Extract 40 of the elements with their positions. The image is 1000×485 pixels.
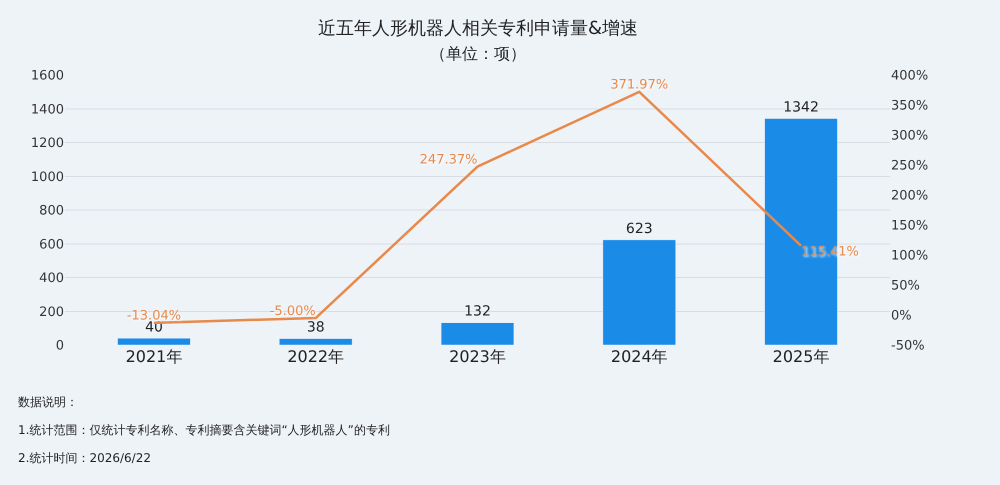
y-tick-label: 1400: [30, 102, 64, 118]
y2-tick-label: 250%: [891, 158, 928, 174]
text: 2.统计时间：2026/6/22: [18, 451, 151, 465]
data-label: 623: [626, 220, 653, 237]
y-tick-label: 600: [39, 237, 64, 252]
data-label: 371.97%: [610, 78, 668, 93]
y2-tick-label: 300%: [891, 128, 928, 144]
text: 1.统计范围：仅统计专利名称、专利摘要含关键词“人形机器人”的专利: [18, 423, 390, 437]
bar: [602, 240, 676, 345]
y-tick-label: 1200: [30, 136, 64, 152]
bar: [440, 322, 514, 345]
y-tick-label: 1000: [30, 170, 64, 185]
bar: [279, 338, 352, 345]
y-tick-label: 800: [39, 204, 64, 219]
y2-tick-label: 100%: [891, 248, 928, 264]
y2-tick-label: 400%: [891, 68, 928, 84]
y2-tick-label: -50%: [891, 338, 925, 354]
x-tick-label: 2021年: [126, 347, 182, 366]
data-label: 247.37%: [420, 152, 478, 168]
bar: [117, 338, 191, 345]
data-label: 132: [464, 304, 491, 320]
y-tick-label: 0: [56, 338, 64, 354]
y2-tick-label: 50%: [891, 278, 920, 294]
y2-tick-label: 350%: [891, 98, 928, 114]
y-tick-label: 200: [39, 304, 64, 320]
y2-tick-label: 200%: [891, 188, 928, 204]
x-tick-label: 2022年: [287, 347, 344, 366]
y2-tick-label: 0%: [891, 308, 912, 324]
chart-subtitle: （单位：项）: [430, 44, 526, 63]
x-tick-label: 2025年: [772, 347, 830, 366]
x-tick-label: 2024年: [610, 347, 668, 366]
y-tick-label: 400: [39, 271, 64, 286]
y2-tick-label: 150%: [891, 218, 928, 234]
chart-title: 近五年人形机器人相关专利申请量&增速: [318, 18, 638, 39]
data-label: -5.00%: [270, 304, 316, 319]
x-tick-label: 2023年: [449, 347, 506, 366]
data-label: 1342: [783, 100, 819, 116]
data-label: 38: [306, 320, 325, 336]
y-tick-label: 1600: [30, 68, 64, 84]
text: 数据说明：: [18, 395, 78, 409]
